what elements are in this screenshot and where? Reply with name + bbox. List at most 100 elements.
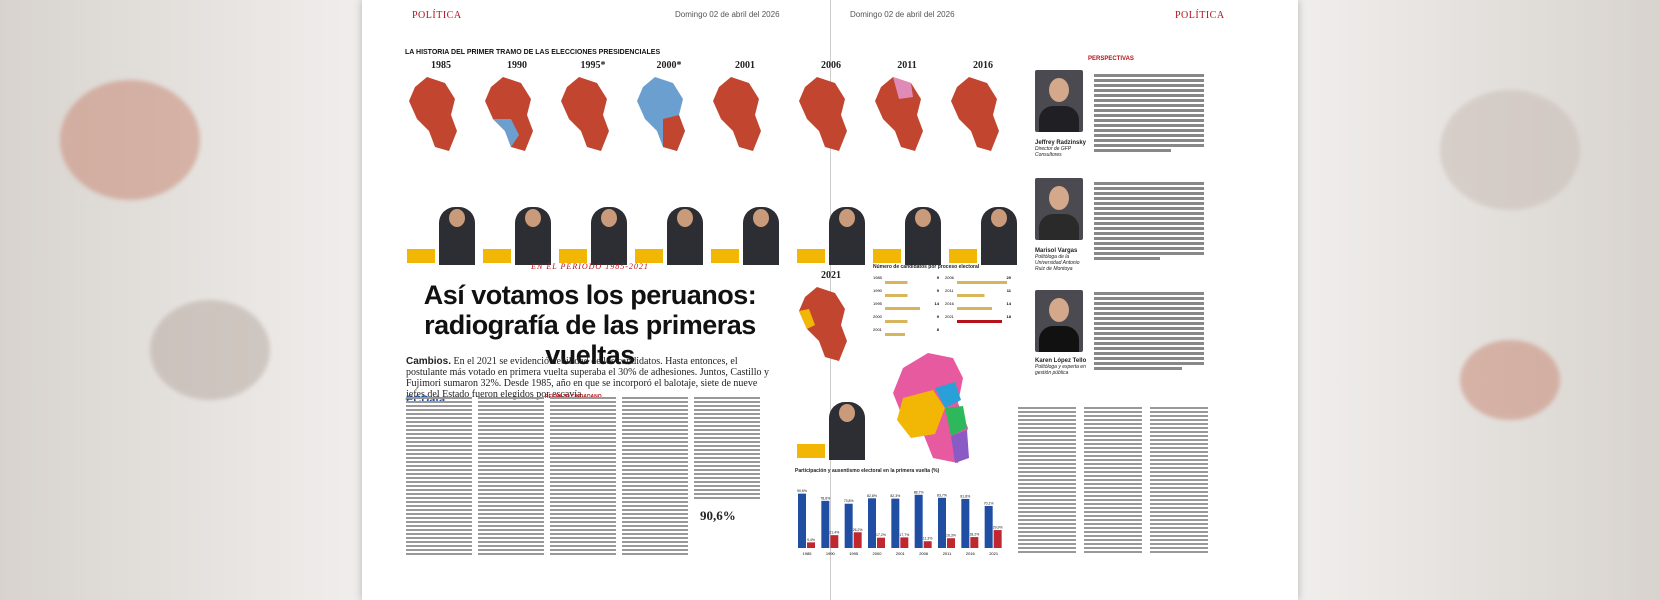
- year-label: 2000: [873, 314, 883, 319]
- candidate-count-value: 9: [937, 275, 940, 280]
- portrait-photo: [1035, 178, 1083, 240]
- bar-asistentes: [914, 494, 923, 548]
- text-column: [622, 395, 688, 557]
- article-lead: Cambios. En el 2021 se evidenció debilid…: [406, 356, 776, 400]
- candidate-count-bar: [885, 333, 905, 336]
- category-label: 2006: [919, 551, 929, 556]
- candidate-photo: [591, 207, 627, 265]
- year-label: 2016: [945, 301, 955, 306]
- bar-asistentes: [984, 505, 993, 548]
- right-page-header: POLÍTICA: [1175, 10, 1225, 21]
- left-date: Domingo 02 de abril del 2026: [675, 10, 780, 19]
- candidate-count-bar: [957, 281, 1007, 284]
- article-title: Así votamos los peruanos: radiografía de…: [400, 280, 780, 370]
- text-column: [1150, 405, 1208, 555]
- bar-value-label: 11,3%: [923, 537, 933, 541]
- winner-badge: [711, 249, 739, 263]
- peru-map: [875, 77, 923, 151]
- candidates-chart-title: Número de candidatos por proceso elector…: [873, 264, 980, 270]
- candidate-photo: [439, 207, 475, 265]
- map-card: 2006: [795, 60, 867, 265]
- bar-no-asistentes: [877, 537, 885, 548]
- winner-badge: [873, 249, 901, 263]
- category-label: 2011: [943, 551, 952, 556]
- year-label: 1990: [873, 288, 883, 293]
- year-label: 2016: [973, 60, 993, 71]
- right-blurred-background: [1298, 0, 1660, 600]
- bar-value-label: 26,2%: [853, 528, 863, 532]
- section-label: POLÍTICA: [1175, 10, 1225, 21]
- bar-value-label: 17,7%: [899, 533, 909, 537]
- category-label: 2016: [966, 551, 976, 556]
- peru-map: [485, 77, 533, 151]
- map-card: 1995*: [557, 60, 629, 265]
- bar-no-asistentes: [853, 532, 862, 548]
- peru-map: [561, 77, 609, 151]
- bar-value-label: 88,7%: [914, 490, 924, 494]
- blurred-shape: [60, 80, 200, 200]
- bar-value-label: 78,6%: [820, 496, 830, 500]
- peru-map: [799, 287, 847, 361]
- left-blurred-background: [0, 0, 362, 600]
- category-label: 2000: [873, 551, 883, 556]
- bar-value-label: 83,7%: [937, 493, 947, 497]
- peru-map: [637, 77, 685, 151]
- bar-no-asistentes: [970, 537, 979, 548]
- candidate-photo: [667, 207, 703, 265]
- lead-strong: Cambios.: [406, 356, 452, 367]
- bar-asistentes: [891, 498, 900, 548]
- person-card: Karen López Tello Politóloga y experta e…: [1035, 358, 1089, 376]
- perspectivas-label: PERSPECTIVAS: [1088, 56, 1134, 62]
- text-column: [694, 395, 760, 557]
- candidate-photo: [829, 402, 865, 460]
- bar-value-label: 82,8%: [867, 494, 877, 498]
- candidate-count-value: 8: [937, 327, 940, 332]
- bar-asistentes: [938, 497, 946, 548]
- person-card: Marisol Vargas Politóloga de la Universi…: [1035, 248, 1089, 272]
- text-column: [1084, 405, 1142, 555]
- category-label: 1990: [826, 551, 836, 556]
- quote-block: [1094, 290, 1204, 372]
- candidate-count-value: 9: [937, 314, 940, 319]
- infographic-header: LA HISTORIA DEL PRIMER TRAMO DE LAS ELEC…: [405, 49, 661, 56]
- bar-asistentes: [868, 498, 876, 548]
- body-columns: [406, 395, 760, 557]
- bar-asistentes: [844, 503, 853, 548]
- person-role: Director de GFP Consultores: [1035, 146, 1071, 158]
- blurred-shape: [1460, 340, 1560, 420]
- year-label: 1985: [873, 275, 883, 280]
- bar-no-asistentes: [947, 538, 955, 548]
- participation-bar-chart: 90,6% 9,4% 1985 78,6% 21,4% 1990 73,8% 26,2% 199…: [797, 489, 1003, 556]
- candidate-count-value: 20: [1007, 275, 1012, 280]
- person-name: Karen López Tello: [1035, 358, 1087, 364]
- person-role: Politóloga de la Universidad Antonio Rui…: [1035, 254, 1080, 272]
- category-label: 2021: [989, 551, 999, 556]
- candidate-count-bar: [885, 307, 920, 310]
- candidate-count-value: 14: [935, 301, 940, 306]
- bar-asistentes: [961, 498, 970, 548]
- map-card: 1990: [481, 60, 553, 265]
- lead-text: En el 2021 se evidenció debilidad de los…: [406, 356, 769, 400]
- candidate-photo: [743, 207, 779, 265]
- winner-badge: [407, 249, 435, 263]
- peru-map: [713, 77, 761, 151]
- year-label: 1995: [873, 301, 883, 306]
- year-label: 2006: [821, 60, 841, 71]
- peru-map: [409, 77, 457, 151]
- bar-value-label: 29,9%: [993, 526, 1003, 530]
- bar-no-asistentes: [807, 542, 815, 548]
- candidate-photo: [905, 207, 941, 265]
- bar-value-label: 9,4%: [807, 538, 815, 542]
- person-card: Jeffrey Radzinsky Director de GFP Consul…: [1035, 140, 1089, 158]
- bar-value-label: 21,4%: [829, 531, 839, 535]
- candidate-count-bar: [957, 294, 985, 297]
- bar-value-label: 81,8%: [960, 494, 970, 498]
- bar-value-label: 73,8%: [844, 499, 854, 503]
- portrait-photo: [1035, 290, 1083, 352]
- person-name: Jeffrey Radzinsky: [1035, 140, 1087, 146]
- candidate-count-bar: [885, 294, 908, 297]
- candidate-count-value: 18: [1007, 314, 1012, 319]
- year-label: 2021: [821, 270, 841, 281]
- title-line-1: Así votamos los peruanos:: [423, 280, 757, 310]
- text-column: [1018, 405, 1076, 555]
